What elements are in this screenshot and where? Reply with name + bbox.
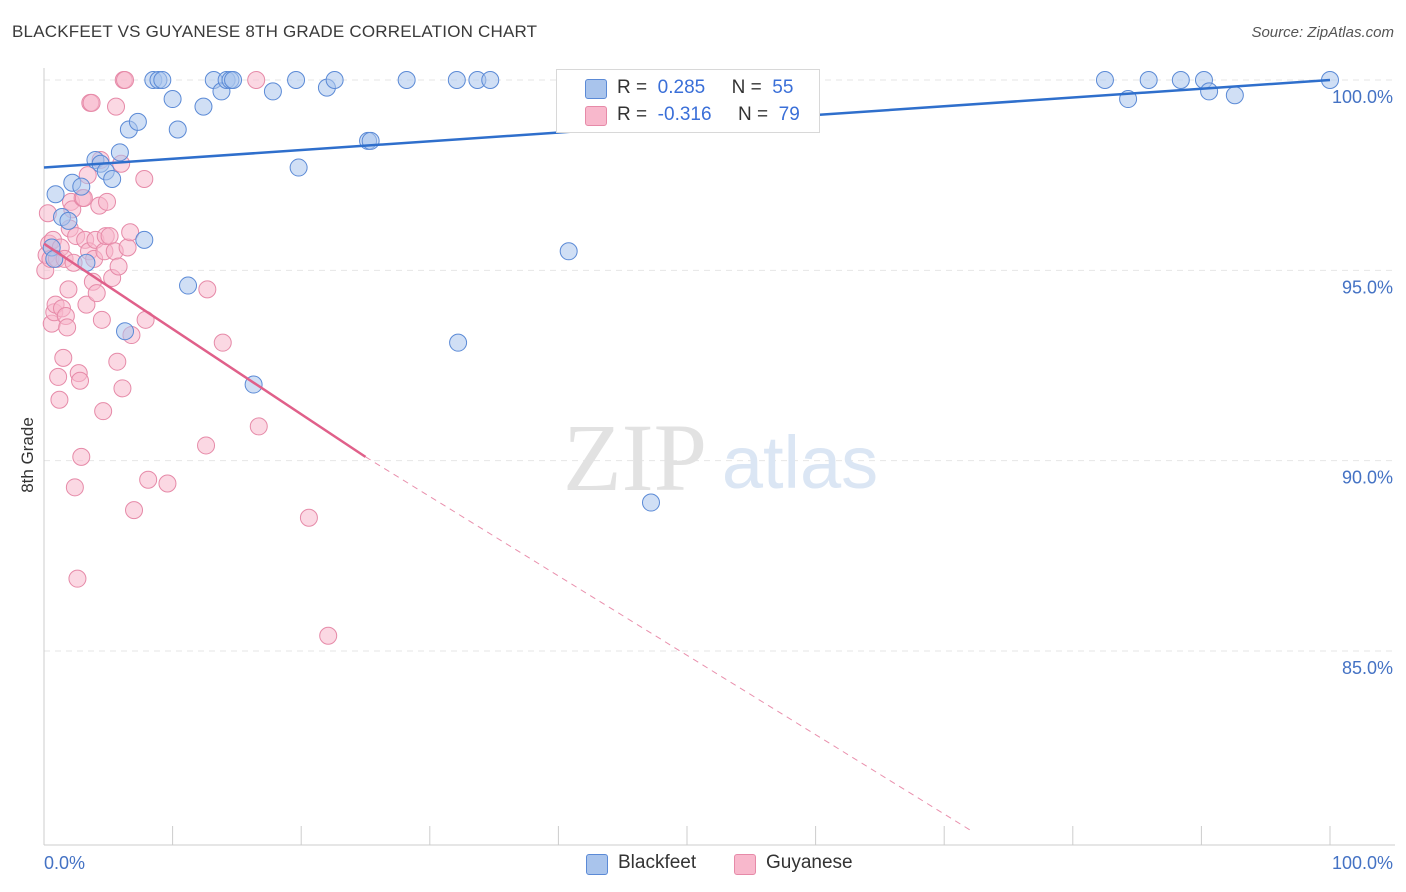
stats-legend: R = 0.285 N = 55 R = -0.316 N = 79 (556, 69, 820, 133)
blackfeet-point (1095, 71, 1114, 89)
blackfeet-point (447, 71, 466, 89)
watermark-atlas: atlas (722, 421, 878, 504)
guyanese-point (158, 474, 177, 493)
guyanese-point (65, 478, 84, 497)
blackfeet-point (641, 493, 660, 512)
legend-n-label: N = (731, 77, 762, 98)
blackfeet-swatch (585, 79, 607, 99)
guyanese-point (54, 348, 73, 367)
y-tick-label: 90.0% (1342, 468, 1393, 488)
legend-r-label: R = (617, 104, 648, 125)
guyanese-point (249, 417, 268, 436)
blackfeet-point (1171, 71, 1190, 89)
x-tick-label: 100.0% (1332, 853, 1393, 873)
guyanese-point (108, 352, 127, 371)
blackfeet-point (72, 177, 91, 196)
guyanese-legend-label: Guyanese (766, 852, 853, 873)
guyanese-trend-extension (365, 456, 971, 831)
axes (43, 68, 1395, 846)
blackfeet-point (224, 71, 243, 89)
chart-title: BLACKFEET VS GUYANESE 8TH GRADE CORRELAT… (12, 22, 538, 41)
blackfeet-point (153, 71, 172, 89)
guyanese-point (58, 318, 77, 337)
guyanese-point (77, 295, 96, 314)
guyanese-point (197, 436, 216, 455)
blackfeet-point (168, 120, 187, 139)
guyanese-point (139, 470, 158, 489)
guyanese-point (98, 192, 117, 211)
guyanese-point (50, 390, 69, 409)
guyanese-point (116, 71, 135, 89)
y-tick-label: 95.0% (1342, 277, 1393, 297)
blackfeet-legend-swatch (586, 854, 608, 875)
blackfeet-point (194, 97, 213, 116)
blackfeet-point (1139, 71, 1158, 89)
guyanese-point (213, 333, 232, 352)
guyanese-point (121, 223, 140, 242)
guyanese-point (49, 367, 68, 386)
legend-n-label: N = (737, 104, 769, 125)
guyanese-point (109, 257, 128, 276)
blackfeet-point (110, 143, 129, 162)
guyanese-legend-swatch (734, 854, 756, 875)
guyanese-swatch (585, 106, 607, 126)
guyanese-point (71, 371, 90, 390)
guyanese-point (247, 71, 266, 89)
blackfeet-point (59, 211, 78, 230)
blackfeet-point (481, 71, 500, 89)
guyanese-trend-line (43, 242, 367, 458)
blackfeet-point (1225, 86, 1244, 105)
legend-r-value: 0.285 (657, 77, 706, 98)
guyanese-point (107, 97, 126, 116)
guyanese-points (36, 71, 338, 645)
blackfeet-point (116, 322, 135, 341)
guyanese-point (92, 310, 111, 329)
grid-lines (44, 79, 1395, 652)
blackfeet-point (135, 230, 154, 249)
blackfeet-point (128, 112, 147, 131)
guyanese-point (100, 227, 119, 246)
guyanese-point (113, 379, 132, 398)
guyanese-point (68, 569, 87, 588)
guyanese-point (125, 501, 144, 520)
blackfeet-point (46, 185, 65, 204)
legend-r-value: -0.316 (657, 104, 712, 125)
guyanese-point (87, 284, 106, 303)
watermark-zip: ZIP (563, 404, 707, 511)
guyanese-point (118, 238, 137, 257)
y-tick-label: 85.0% (1342, 658, 1393, 678)
blackfeet-point (179, 276, 198, 295)
blackfeet-point (163, 90, 182, 109)
guyanese-point (319, 626, 338, 645)
guyanese-point (59, 280, 78, 299)
tick-labels: 100.0% 95.0% 90.0% 85.0% 0.0% 100.0% (44, 87, 1393, 873)
blackfeet-point (325, 71, 344, 89)
blackfeet-point (289, 158, 308, 177)
source-credit: Source: ZipAtlas.com (1251, 24, 1394, 41)
blackfeet-point (287, 71, 306, 89)
legend-r-label: R = (617, 77, 648, 98)
legend-n-value: 79 (778, 104, 800, 125)
blackfeet-point (263, 82, 282, 101)
legend-n-value: 55 (772, 77, 794, 98)
x-tick-label: 0.0% (44, 853, 85, 873)
blackfeet-points (42, 71, 1339, 512)
guyanese-point (135, 169, 154, 188)
guyanese-point (94, 402, 113, 421)
blackfeet-legend-label: Blackfeet (618, 852, 697, 873)
blackfeet-point (1200, 82, 1219, 101)
blackfeet-point (449, 333, 468, 352)
guyanese-point (198, 280, 217, 299)
blackfeet-point (103, 169, 122, 188)
guyanese-point (72, 447, 91, 466)
watermark: ZIP atlas (563, 404, 878, 511)
guyanese-point (299, 508, 318, 527)
blackfeet-point (559, 242, 578, 261)
guyanese-point (82, 93, 101, 112)
blackfeet-point (397, 71, 416, 89)
y-tick-label: 100.0% (1332, 87, 1393, 107)
